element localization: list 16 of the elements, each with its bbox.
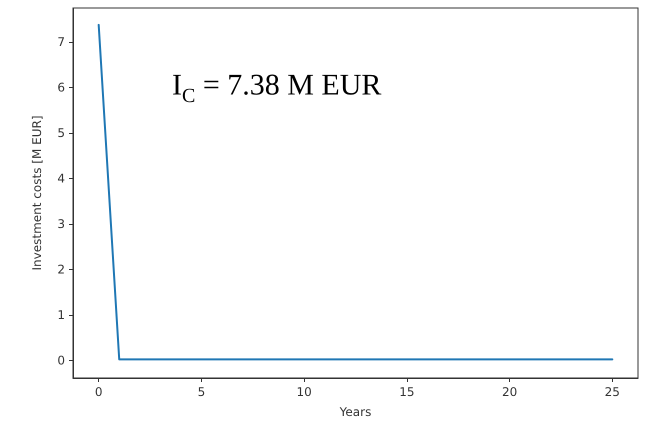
x-tick-label: 10 [296, 385, 312, 399]
x-tick-label: 0 [94, 385, 102, 399]
y-tick-label: 6 [57, 80, 65, 95]
y-tick-label: 5 [57, 126, 65, 140]
x-tick-label: 15 [399, 385, 415, 399]
y-axis-title: Investment costs [M EUR] [30, 116, 44, 270]
y-tick-label: 1 [57, 308, 65, 322]
x-tick-label: 5 [198, 385, 206, 399]
x-axis-title: Years [338, 405, 372, 419]
x-tick-label: 25 [604, 385, 620, 399]
y-tick-label: 0 [57, 354, 65, 368]
y-tick-label: 3 [57, 217, 65, 232]
x-tick-label: 20 [502, 385, 518, 399]
y-tick-label: 7 [57, 35, 65, 50]
y-tick-label: 4 [57, 172, 65, 186]
y-tick-label: 2 [57, 262, 65, 277]
